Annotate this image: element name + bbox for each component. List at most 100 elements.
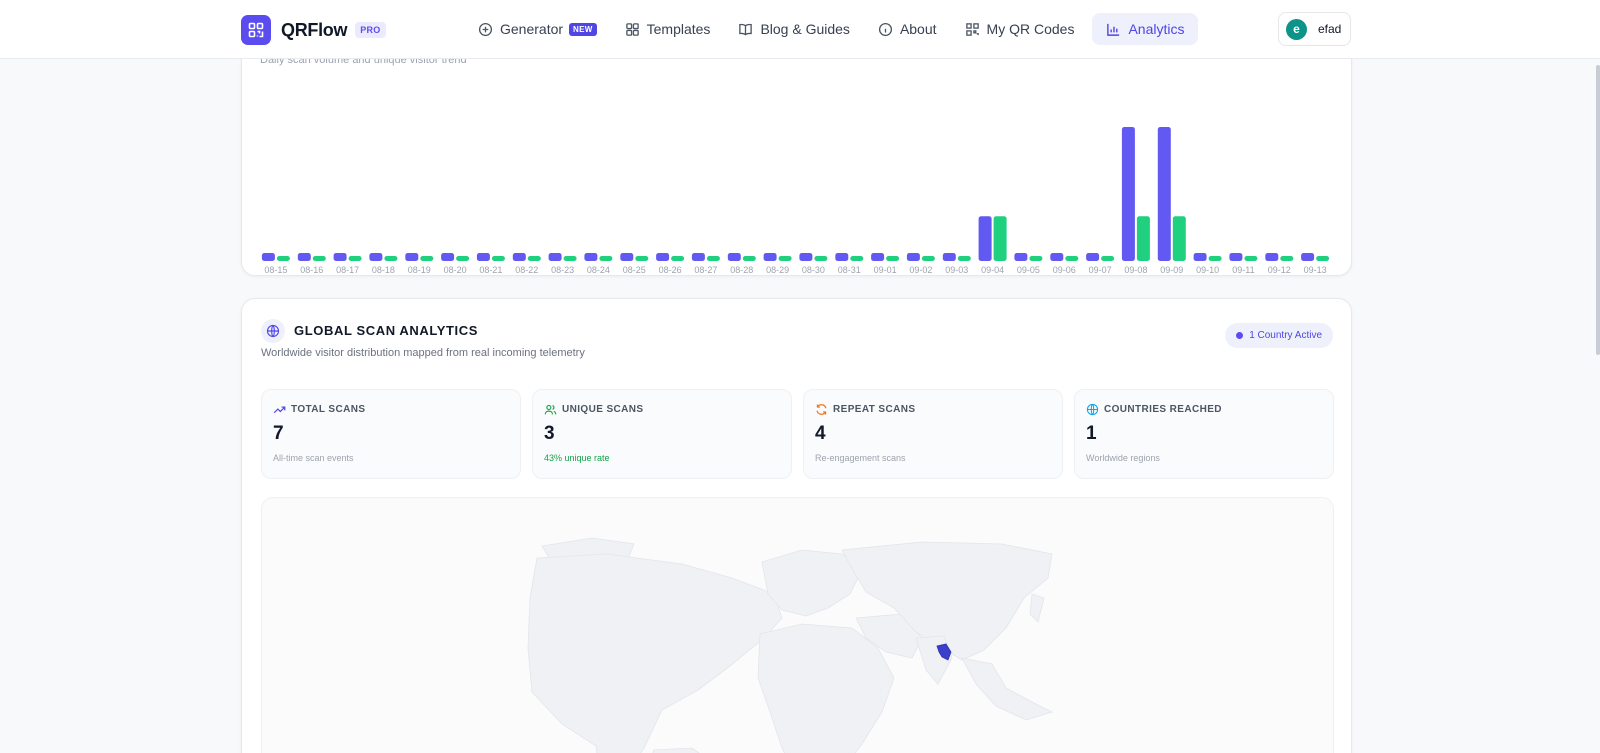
stat-note: Re-engagement scans [815, 453, 906, 463]
chart-bar[interactable] [1316, 256, 1330, 261]
x-tick-label: 08-24 [587, 265, 610, 275]
nav-item-templates[interactable]: Templates [615, 13, 721, 45]
chart-bar[interactable] [763, 253, 777, 261]
chart-bar[interactable] [1101, 256, 1115, 261]
chart-bar[interactable] [1193, 253, 1207, 261]
stat-label: TOTAL SCANS [291, 404, 366, 415]
chart-bar[interactable] [906, 253, 920, 261]
section-subtitle: Worldwide visitor distribution mapped fr… [261, 347, 585, 359]
chart-bar[interactable] [850, 256, 864, 261]
chart-bar[interactable] [1208, 256, 1222, 261]
chart-bar[interactable] [942, 253, 956, 261]
chart-bar[interactable] [1244, 256, 1258, 261]
nav-item-my-qr-codes[interactable]: My QR Codes [955, 13, 1085, 45]
x-tick-label: 09-02 [909, 265, 932, 275]
top-navigation-bar: QRFlow PRO Generator NEW Templates Blog … [0, 0, 1600, 59]
nav-item-about[interactable]: About [868, 13, 947, 45]
chart-bar[interactable] [814, 256, 828, 261]
chart-bar[interactable] [512, 253, 526, 261]
chart-bar[interactable] [886, 256, 900, 261]
user-menu[interactable]: e efad [1278, 12, 1351, 46]
user-name: efad [1318, 22, 1342, 36]
world-map-panel[interactable] [261, 497, 1334, 753]
stat-card-unique-scans: UNIQUE SCANS 3 43% unique rate [532, 389, 792, 479]
chart-bar[interactable] [1050, 253, 1064, 261]
globe-icon [1086, 403, 1099, 416]
x-tick-label: 09-11 [1232, 265, 1254, 275]
chart-bar[interactable] [1086, 253, 1100, 261]
x-tick-label: 08-18 [372, 265, 395, 275]
chart-bar[interactable] [993, 216, 1007, 261]
stat-card-total-scans: TOTAL SCANS 7 All-time scan events [261, 389, 521, 479]
chart-bar[interactable] [369, 253, 383, 261]
chart-bar[interactable] [1301, 253, 1315, 261]
chart-bar[interactable] [978, 216, 992, 261]
chart-bar[interactable] [1065, 256, 1079, 261]
x-tick-label: 09-08 [1124, 265, 1147, 275]
nav-item-analytics[interactable]: Analytics [1092, 13, 1199, 45]
nav-item-label: Generator [500, 21, 564, 37]
chart-bar[interactable] [1280, 256, 1294, 261]
chart-bar[interactable] [1136, 216, 1150, 261]
chart-bar[interactable] [456, 256, 470, 261]
chart-bar[interactable] [1014, 253, 1028, 261]
chart-bar[interactable] [871, 253, 885, 261]
chart-bar[interactable] [742, 256, 756, 261]
chart-bar[interactable] [691, 253, 705, 261]
chart-bar[interactable] [778, 256, 792, 261]
brand[interactable]: QRFlow PRO [241, 15, 386, 45]
chart-bar[interactable] [671, 256, 685, 261]
chart-bar[interactable] [1029, 256, 1043, 261]
chart-bar[interactable] [921, 256, 935, 261]
scrollbar[interactable] [1596, 65, 1600, 355]
chart-bar[interactable] [563, 256, 577, 261]
chart-bar[interactable] [527, 256, 541, 261]
globe-icon [261, 319, 285, 343]
map-country-highlighted [936, 643, 952, 661]
nav-item-generator[interactable]: Generator NEW [468, 13, 607, 45]
nav-item-label: Templates [646, 21, 711, 37]
chart-bar[interactable] [1157, 127, 1171, 261]
chart-bar[interactable] [957, 256, 971, 261]
chart-bar[interactable] [276, 256, 290, 261]
chart-bar[interactable] [620, 253, 634, 261]
chart-bar[interactable] [1265, 253, 1279, 261]
nav-item-blog[interactable]: Blog & Guides [728, 13, 860, 45]
stat-card-countries-reached: COUNTRIES REACHED 1 Worldwide regions [1074, 389, 1334, 479]
chart-bar[interactable] [476, 253, 490, 261]
chart-bar[interactable] [835, 253, 849, 261]
chart-bar[interactable] [297, 253, 311, 261]
chart-bar[interactable] [312, 256, 326, 261]
chart-bar[interactable] [348, 256, 362, 261]
chart-bar[interactable] [799, 253, 813, 261]
chart-bar[interactable] [384, 256, 398, 261]
chart-bar[interactable] [1121, 127, 1135, 261]
chart-bar[interactable] [599, 256, 613, 261]
chart-bar[interactable] [441, 253, 455, 261]
x-tick-label: 09-13 [1304, 265, 1327, 275]
qr-logo-icon [241, 15, 271, 45]
x-tick-label: 09-10 [1196, 265, 1219, 275]
world-map[interactable] [262, 498, 1334, 753]
x-tick-label: 08-31 [838, 265, 861, 275]
chart-bar[interactable] [548, 253, 562, 261]
chart-bar[interactable] [333, 253, 347, 261]
chart-bar[interactable] [405, 253, 419, 261]
refresh-icon [816, 404, 827, 415]
chart-bar[interactable] [491, 256, 505, 261]
chart-bar[interactable] [584, 253, 598, 261]
brand-name: QRFlow [281, 19, 348, 40]
x-tick-label: 09-12 [1268, 265, 1291, 275]
chart-bar[interactable] [1172, 216, 1186, 261]
chart-bar[interactable] [706, 256, 720, 261]
chart-bar[interactable] [727, 253, 741, 261]
chart-bar[interactable] [656, 253, 670, 261]
chart-bar[interactable] [261, 253, 275, 261]
chart-bar[interactable] [420, 256, 434, 261]
info-icon [878, 22, 893, 36]
x-tick-label: 08-19 [408, 265, 431, 275]
status-dot [1236, 332, 1244, 339]
chart-bar[interactable] [1229, 253, 1243, 261]
grid-icon [625, 22, 639, 36]
chart-bar[interactable] [635, 256, 649, 261]
